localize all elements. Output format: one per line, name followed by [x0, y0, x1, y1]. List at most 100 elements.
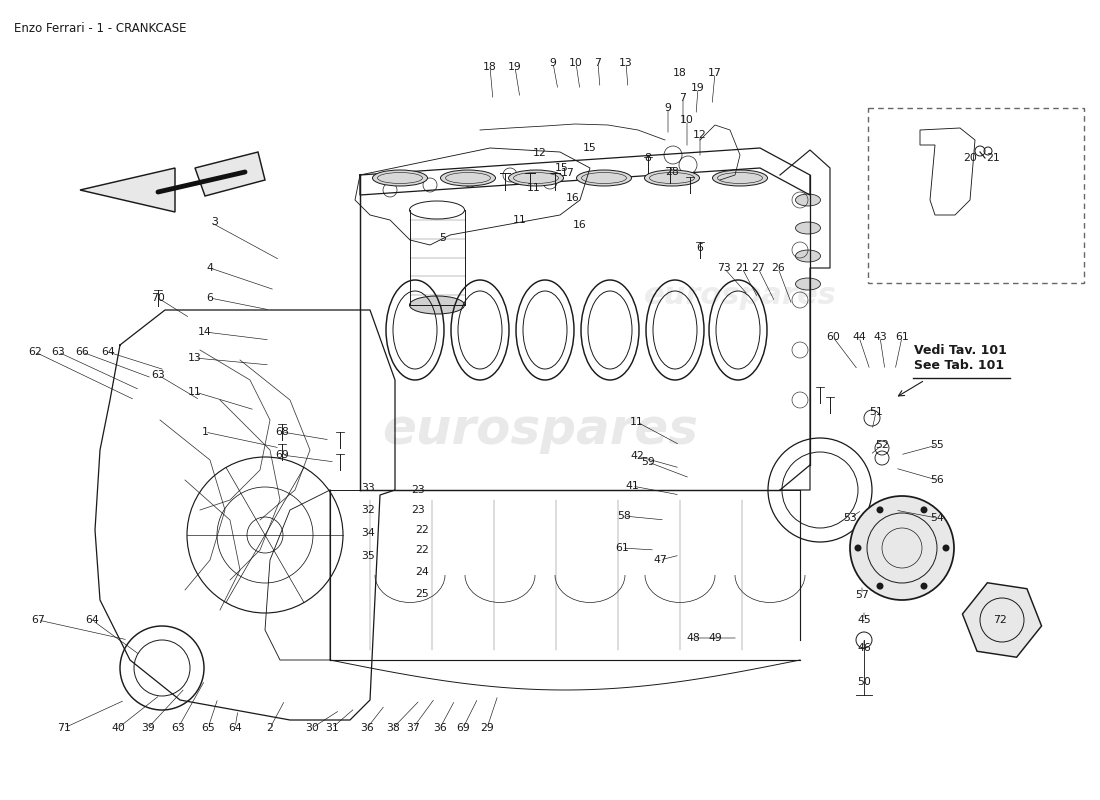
Ellipse shape [508, 170, 563, 186]
Text: 15: 15 [556, 163, 569, 173]
Text: 72: 72 [993, 615, 1007, 625]
Text: 22: 22 [415, 525, 429, 535]
Text: 36: 36 [360, 723, 374, 733]
Text: Enzo Ferrari - 1 - CRANKCASE: Enzo Ferrari - 1 - CRANKCASE [14, 22, 187, 35]
Text: 29: 29 [480, 723, 494, 733]
Polygon shape [80, 168, 175, 212]
Text: 67: 67 [31, 615, 45, 625]
Text: 64: 64 [228, 723, 242, 733]
Text: 50: 50 [857, 677, 871, 687]
Text: 11: 11 [188, 387, 202, 397]
Text: 5: 5 [440, 233, 447, 243]
Text: 42: 42 [630, 451, 644, 461]
Text: 44: 44 [852, 332, 866, 342]
Text: 12: 12 [534, 148, 547, 158]
Text: 38: 38 [386, 723, 400, 733]
Text: 22: 22 [415, 545, 429, 555]
Circle shape [850, 496, 954, 600]
Text: 2: 2 [266, 723, 274, 733]
Text: 9: 9 [550, 58, 557, 68]
Ellipse shape [795, 278, 821, 290]
Text: 18: 18 [483, 62, 497, 72]
Text: 25: 25 [415, 589, 429, 599]
Ellipse shape [409, 296, 464, 314]
Text: 63: 63 [172, 723, 185, 733]
Text: 39: 39 [141, 723, 155, 733]
Text: 21: 21 [986, 153, 1000, 163]
Text: eurospares: eurospares [644, 281, 836, 310]
Text: 8: 8 [645, 153, 651, 163]
Text: 43: 43 [873, 332, 887, 342]
Text: 66: 66 [75, 347, 89, 357]
Text: 20: 20 [964, 153, 977, 163]
Text: 32: 32 [361, 505, 375, 515]
Text: 33: 33 [361, 483, 375, 493]
Text: 11: 11 [527, 183, 541, 193]
Text: 13: 13 [619, 58, 632, 68]
Text: 57: 57 [855, 590, 869, 600]
Circle shape [877, 582, 883, 590]
Text: 7: 7 [595, 58, 602, 68]
Text: 6: 6 [696, 243, 703, 253]
Text: 51: 51 [869, 407, 883, 417]
Ellipse shape [713, 170, 768, 186]
Text: 48: 48 [686, 633, 700, 643]
Circle shape [855, 545, 861, 551]
Text: 4: 4 [207, 263, 213, 273]
Ellipse shape [795, 250, 821, 262]
Text: 15: 15 [583, 143, 597, 153]
Text: 3: 3 [211, 217, 219, 227]
Text: 54: 54 [931, 513, 944, 523]
Text: 69: 69 [275, 450, 289, 460]
Text: 19: 19 [691, 83, 705, 93]
Text: 62: 62 [29, 347, 42, 357]
Text: 55: 55 [931, 440, 944, 450]
Text: 46: 46 [857, 643, 871, 653]
Text: 30: 30 [305, 723, 319, 733]
Text: 73: 73 [717, 263, 730, 273]
Text: 61: 61 [615, 543, 629, 553]
Text: 65: 65 [201, 723, 214, 733]
Text: 14: 14 [198, 327, 212, 337]
Text: 36: 36 [433, 723, 447, 733]
Text: 27: 27 [751, 263, 764, 273]
Text: 45: 45 [857, 615, 871, 625]
Text: 9: 9 [664, 103, 671, 113]
Ellipse shape [373, 170, 428, 186]
Text: 28: 28 [666, 167, 679, 177]
Text: 41: 41 [625, 481, 639, 491]
Text: 23: 23 [411, 505, 425, 515]
Text: 37: 37 [406, 723, 420, 733]
Polygon shape [962, 582, 1042, 658]
Text: 10: 10 [569, 58, 583, 68]
Text: 64: 64 [101, 347, 114, 357]
Text: 24: 24 [415, 567, 429, 577]
Text: 17: 17 [708, 68, 722, 78]
Text: 68: 68 [275, 427, 289, 437]
Circle shape [943, 545, 949, 551]
Ellipse shape [440, 170, 495, 186]
Text: 13: 13 [188, 353, 202, 363]
Text: 12: 12 [693, 130, 707, 140]
Text: eurospares: eurospares [382, 406, 698, 454]
Text: 59: 59 [641, 457, 654, 467]
Ellipse shape [576, 170, 631, 186]
Text: 23: 23 [411, 485, 425, 495]
Text: 63: 63 [51, 347, 65, 357]
Text: 11: 11 [513, 215, 527, 225]
Text: 53: 53 [843, 513, 857, 523]
Text: 40: 40 [111, 723, 125, 733]
Text: 31: 31 [326, 723, 339, 733]
Text: 17: 17 [561, 168, 575, 178]
Ellipse shape [645, 170, 700, 186]
Text: 6: 6 [207, 293, 213, 303]
Text: 49: 49 [708, 633, 722, 643]
Text: 60: 60 [826, 332, 840, 342]
Text: 34: 34 [361, 528, 375, 538]
Text: 47: 47 [653, 555, 667, 565]
Text: 26: 26 [771, 263, 785, 273]
Text: 69: 69 [456, 723, 470, 733]
Text: 71: 71 [57, 723, 70, 733]
Text: 61: 61 [895, 332, 909, 342]
Text: 21: 21 [735, 263, 749, 273]
